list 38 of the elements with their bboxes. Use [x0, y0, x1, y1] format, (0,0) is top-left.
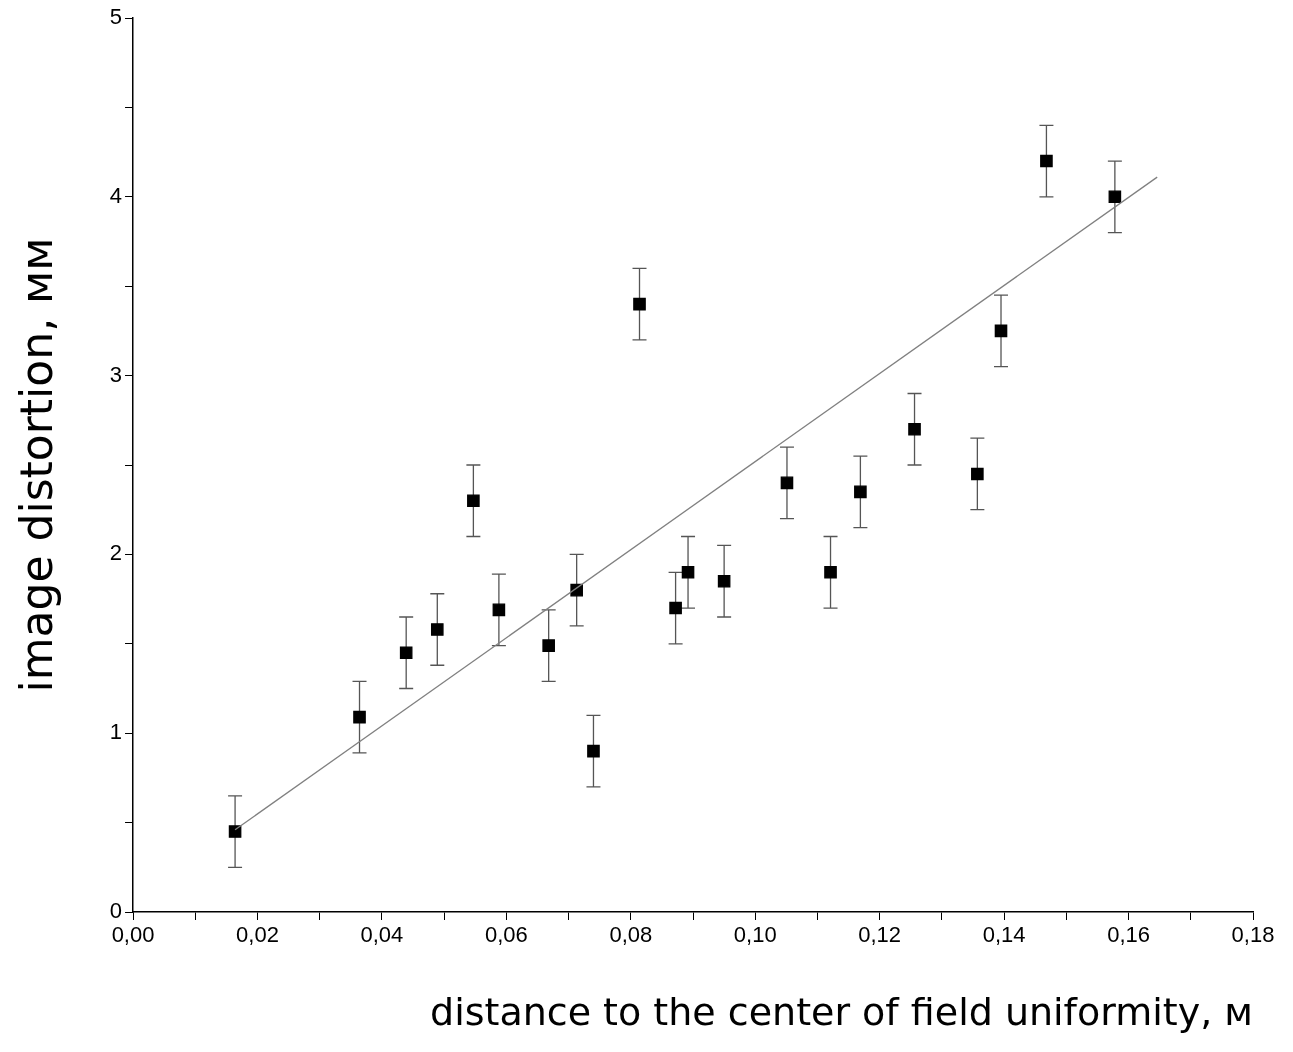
- point: [1040, 154, 1053, 168]
- x-tick-label: 0,14: [982, 922, 1026, 948]
- x-tick-label: 0,02: [236, 922, 279, 948]
- x-tick-label: 0,04: [360, 922, 404, 948]
- x-tick-label: 0,12: [858, 922, 902, 948]
- point: [353, 710, 366, 724]
- x-axis-title: distance to the center of field uniformity, м: [430, 990, 1253, 1035]
- x-tick-label: 0,08: [609, 922, 653, 948]
- x-tick-label: 0,00: [111, 922, 155, 948]
- y-tick-label: 5: [109, 4, 123, 30]
- point: [824, 565, 837, 579]
- point: [633, 297, 646, 311]
- point: [430, 623, 444, 636]
- point: [228, 825, 242, 838]
- point: [854, 485, 867, 499]
- point: [908, 422, 921, 436]
- point: [1108, 190, 1122, 204]
- point: [994, 324, 1008, 338]
- point: [492, 603, 506, 617]
- point: [681, 565, 695, 579]
- y-axis-title: image distortion, мм: [10, 237, 62, 693]
- y-tick-label: 0: [109, 898, 123, 924]
- point: [542, 639, 555, 652]
- x-tick-label: 0,06: [484, 922, 528, 948]
- y-tick-label: 2: [109, 540, 123, 566]
- point: [669, 601, 682, 615]
- point: [587, 744, 600, 758]
- x-tick-label: 0,16: [1107, 922, 1150, 948]
- point: [971, 467, 984, 481]
- point: [467, 494, 480, 508]
- point: [780, 476, 794, 490]
- point: [399, 646, 413, 660]
- point: [717, 574, 731, 588]
- x-tick-label: 0,10: [733, 922, 777, 948]
- y-tick-label: 3: [109, 361, 123, 387]
- y-tick-label: 4: [109, 182, 123, 208]
- y-tick-label: 1: [109, 719, 123, 745]
- x-tick-label: 0,18: [1231, 922, 1275, 948]
